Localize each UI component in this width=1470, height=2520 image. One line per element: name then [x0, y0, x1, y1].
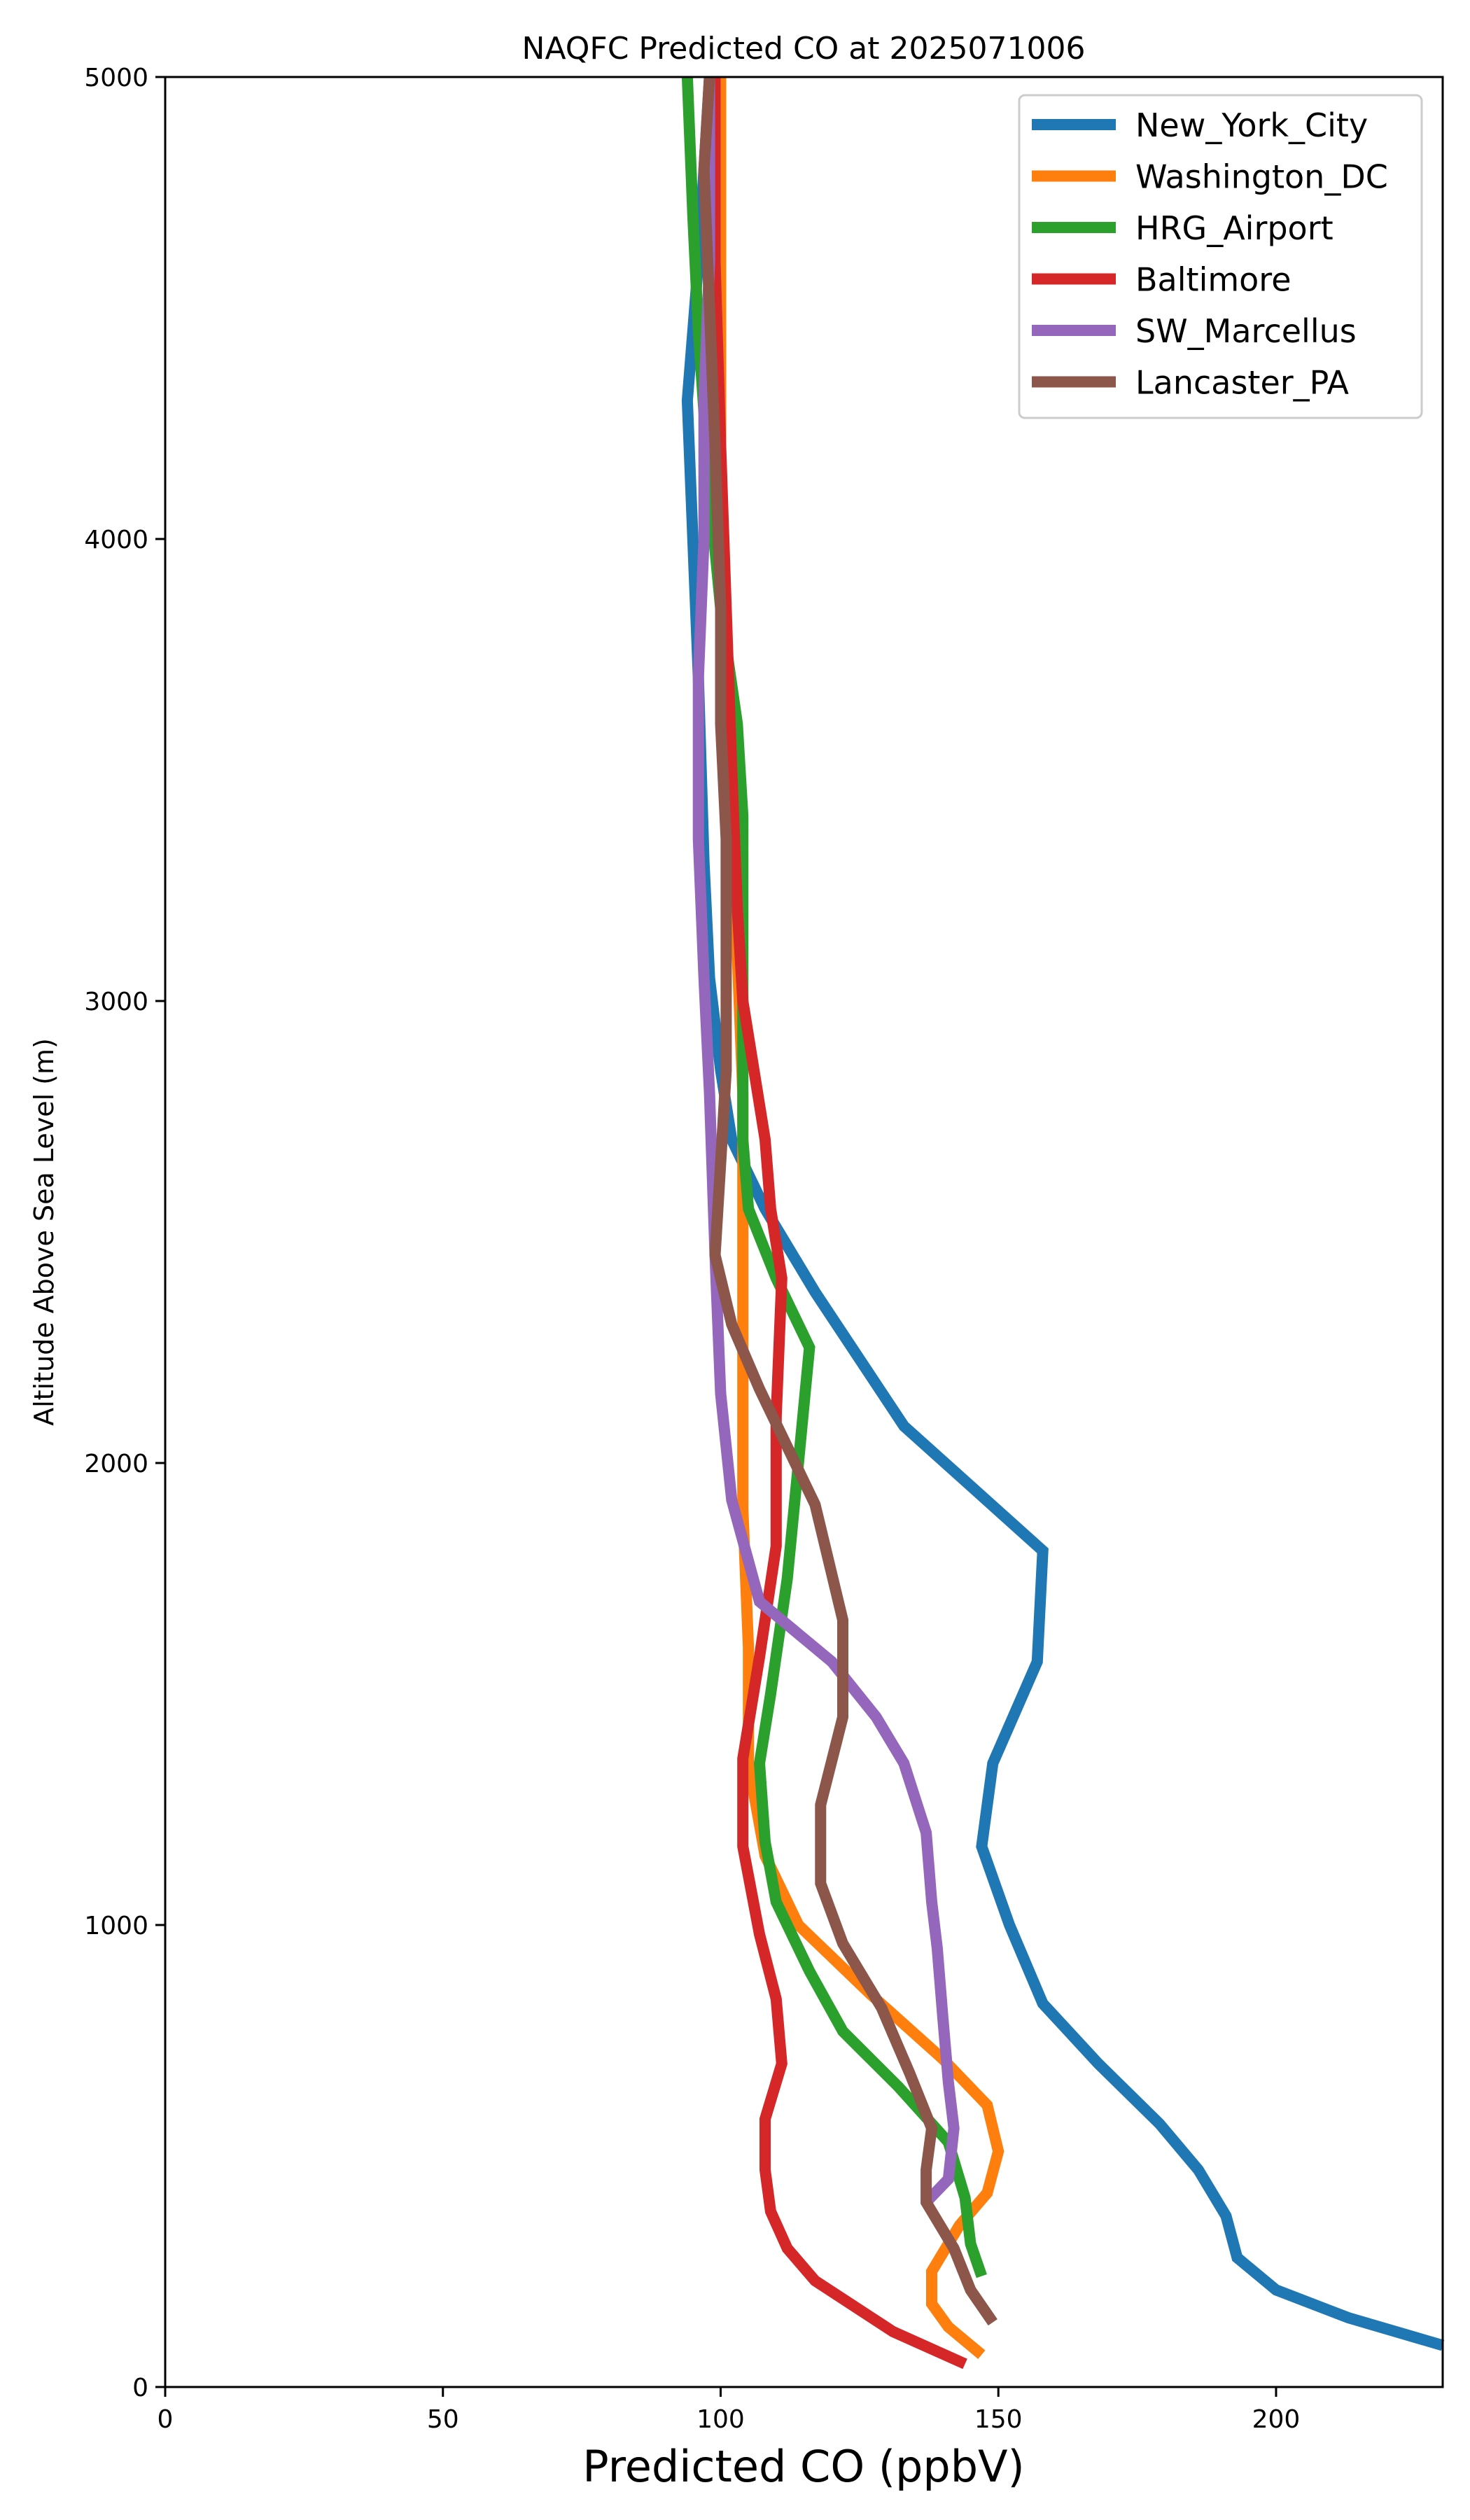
x-tick-label: 100 [696, 2405, 745, 2434]
chart-title: NAQFC Predicted CO at 2025071006 [522, 31, 1086, 66]
x-tick-label: 150 [974, 2405, 1023, 2434]
y-tick-label: 2000 [84, 1450, 148, 1478]
y-tick-label: 3000 [84, 988, 148, 1016]
series-line-lancaster-pa [698, 76, 997, 2326]
y-tick-label: 0 [132, 2374, 148, 2402]
axes-layer [164, 76, 1444, 2388]
legend-label-washington-dc: Washington_DC [1135, 158, 1388, 196]
legend-box [1018, 94, 1423, 419]
plot-frame [164, 76, 1444, 2388]
series-line-new-york-city [681, 76, 1445, 2351]
x-tick-label: 200 [1252, 2405, 1301, 2434]
x-tick-label: 50 [427, 2405, 459, 2434]
y-axis-ticks: 0 1000 2000 3000 4000 5000 [84, 64, 165, 2402]
series-layer [681, 76, 1445, 2370]
x-axis-label: Predicted CO (ppbV) [582, 2441, 1024, 2492]
legend-label-lancaster-pa: Lancaster_PA [1135, 364, 1349, 402]
y-tick-label: 4000 [84, 526, 148, 554]
legend-label-new-york-city: New_York_City [1135, 106, 1368, 144]
legend-label-baltimore: Baltimore [1135, 261, 1292, 299]
series-line-sw-marcellus [692, 77, 960, 2206]
x-axis-ticks: 0 50 100 150 200 [158, 2387, 1301, 2434]
legend-label-sw-marcellus: SW_Marcellus [1135, 312, 1357, 350]
legend-items: New_York_City Washington_DC HRG_Airport Bal… [1032, 106, 1388, 402]
legend-label-hrg-airport: HRG_Airport [1135, 209, 1334, 247]
legend: New_York_City Washington_DC HRG_Airport Bal… [1018, 94, 1423, 419]
y-tick-label: 5000 [84, 64, 148, 92]
x-tick-label: 0 [158, 2405, 174, 2434]
y-axis-label: Altitude Above Sea Level (m) [29, 1038, 59, 1426]
y-tick-label: 1000 [84, 1912, 148, 1940]
